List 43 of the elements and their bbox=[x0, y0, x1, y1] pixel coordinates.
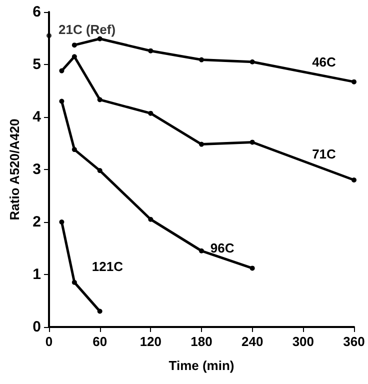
x-tick-label: 120 bbox=[140, 334, 162, 349]
series-label: 71C bbox=[312, 146, 337, 162]
x-tick-label: 360 bbox=[343, 334, 365, 349]
point bbox=[250, 266, 255, 271]
x-tick-label: 180 bbox=[190, 334, 212, 349]
point bbox=[352, 79, 356, 84]
point bbox=[148, 216, 154, 222]
series-label: 121C bbox=[92, 258, 124, 274]
x-tick-label: 60 bbox=[92, 334, 108, 349]
point bbox=[148, 110, 154, 116]
y-tick-label: 4 bbox=[32, 108, 42, 126]
point bbox=[97, 308, 102, 314]
series-label: 21C (Ref) bbox=[58, 22, 116, 38]
point bbox=[46, 33, 52, 38]
point bbox=[148, 48, 154, 54]
y-tick-label: 5 bbox=[32, 56, 41, 73]
x-tick-label: 0 bbox=[45, 334, 53, 349]
series-label: 46C bbox=[312, 54, 337, 70]
y-tick-label: 1 bbox=[32, 266, 41, 283]
point bbox=[72, 280, 77, 285]
x-axis-title: Time (min) bbox=[168, 358, 234, 373]
point bbox=[97, 168, 102, 174]
point bbox=[199, 142, 204, 147]
y-tick-label: 6 bbox=[32, 4, 41, 20]
point bbox=[72, 54, 77, 60]
x-tick-label: 240 bbox=[241, 334, 264, 349]
point bbox=[97, 97, 102, 102]
point bbox=[72, 147, 77, 152]
point bbox=[199, 248, 204, 254]
point bbox=[250, 59, 255, 64]
x-tick-label: 300 bbox=[292, 334, 314, 349]
y-axis-title: Ratio A520/A420 bbox=[7, 118, 22, 220]
point bbox=[250, 140, 255, 145]
y-tick-label: 0 bbox=[32, 318, 41, 336]
point bbox=[72, 42, 77, 48]
point bbox=[59, 68, 64, 74]
point bbox=[59, 220, 64, 224]
series-label: 96C bbox=[210, 240, 235, 256]
y-tick-label: 2 bbox=[32, 214, 41, 230]
point bbox=[59, 98, 64, 104]
point bbox=[199, 57, 204, 62]
y-tick-label: 3 bbox=[32, 161, 41, 178]
point bbox=[352, 178, 356, 182]
